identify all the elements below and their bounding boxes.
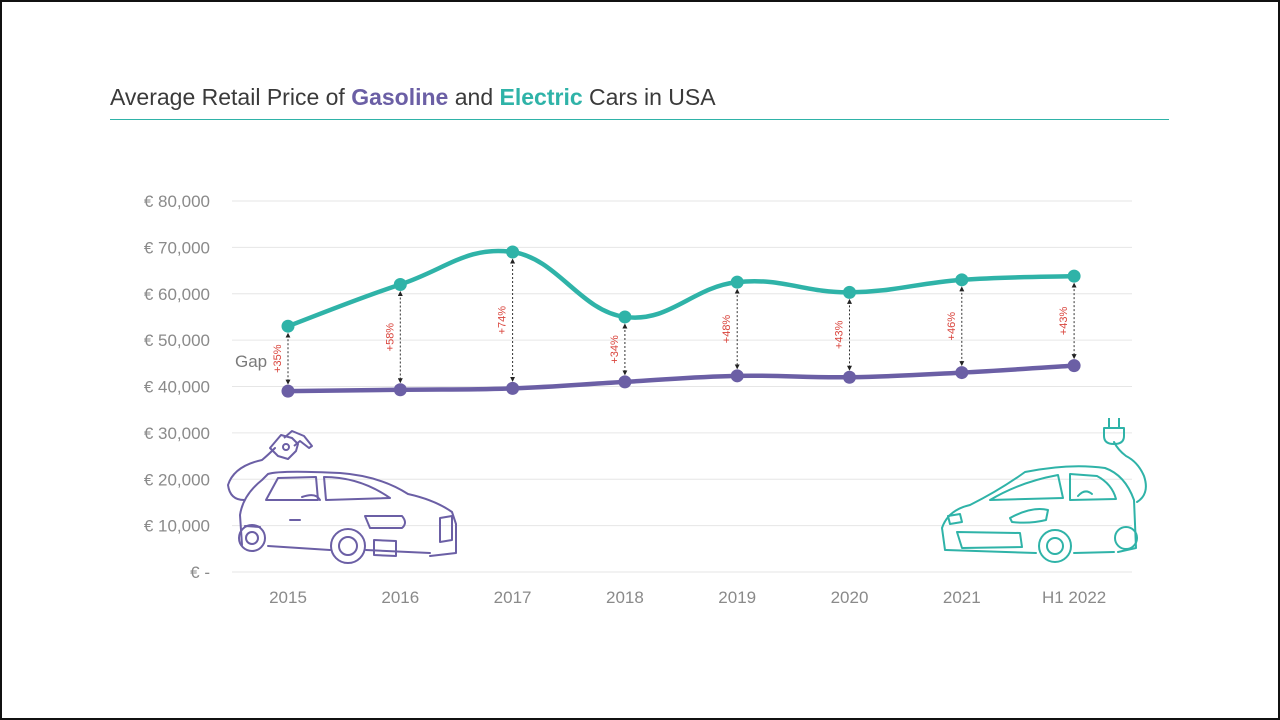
x-tick-label: 2016 (381, 588, 419, 607)
gasoline-data-point (955, 366, 969, 380)
x-tick-label: 2015 (269, 588, 307, 607)
title-prefix: Average Retail Price of (110, 84, 352, 110)
gap-percent-label: +43% (1058, 306, 1070, 335)
gasoline-data-point (281, 384, 295, 398)
y-tick-label: € 30,000 (144, 424, 210, 443)
y-tick-label: € 60,000 (144, 285, 210, 304)
electric-data-point (1067, 269, 1081, 283)
x-tick-label: 2018 (606, 588, 644, 607)
gap-annotation: Gap (235, 352, 267, 371)
y-tick-label: € 80,000 (144, 192, 210, 211)
electric-data-point (730, 275, 744, 289)
gap-percent-label: +34% (609, 335, 621, 364)
gasoline-data-point (730, 369, 744, 383)
y-tick-label: € 70,000 (144, 238, 210, 257)
title-underline (110, 119, 1169, 120)
x-tick-label: H1 2022 (1042, 588, 1106, 607)
gasoline-data-point (1067, 359, 1081, 373)
y-tick-label: € 10,000 (144, 517, 210, 536)
gasoline-data-point (506, 381, 520, 395)
electric-car-icon (941, 441, 1147, 563)
gasoline-series-line (285, 363, 1077, 394)
ev-plug-icon (1103, 418, 1125, 445)
y-tick-label: € 40,000 (144, 378, 210, 397)
gasoline-data-point (618, 375, 632, 389)
axis-layer: € - € 10,000 € 20,000 € 30,000 € 40,000 € 50,… (144, 192, 1106, 607)
electric-series-line (285, 248, 1077, 329)
gap-percent-label: +48% (721, 315, 733, 344)
gap-percent-label: +58% (384, 323, 396, 352)
series-layer (281, 245, 1081, 398)
x-tick-label: 2019 (718, 588, 756, 607)
title-suffix: Cars in USA (582, 84, 716, 110)
gap-percent-label: +43% (834, 320, 846, 349)
grid-layer (232, 200, 1132, 573)
y-tick-label: € 20,000 (144, 470, 210, 489)
x-tick-label: 2021 (943, 588, 981, 607)
gap-percent-label: +74% (497, 306, 509, 335)
x-tick-label: 2017 (494, 588, 532, 607)
fuel-pump-icon (269, 430, 313, 460)
gap-layer: +35% +58% +74% +34% +48% +43% +46% +43% (272, 258, 1077, 385)
title-electric: Electric (499, 84, 583, 110)
title-middle: and (448, 84, 500, 110)
electric-data-point (618, 310, 632, 324)
gasoline-data-point (393, 383, 407, 397)
chart-title: Average Retail Price of Gasoline and Ele… (110, 84, 716, 111)
electric-data-point (955, 273, 969, 287)
gasoline-data-point (843, 370, 856, 384)
electric-data-point (393, 277, 407, 291)
electric-data-point (281, 319, 295, 333)
gap-percent-label: +35% (272, 344, 284, 373)
gasoline-car-icon (227, 447, 457, 564)
gap-percent-label: +46% (946, 312, 958, 341)
electric-data-point (506, 245, 520, 259)
x-tick-label: 2020 (831, 588, 869, 607)
y-tick-label: € - (190, 563, 210, 582)
y-tick-label: € 50,000 (144, 331, 210, 350)
title-gasoline: Gasoline (351, 84, 449, 110)
electric-data-point (843, 285, 856, 299)
